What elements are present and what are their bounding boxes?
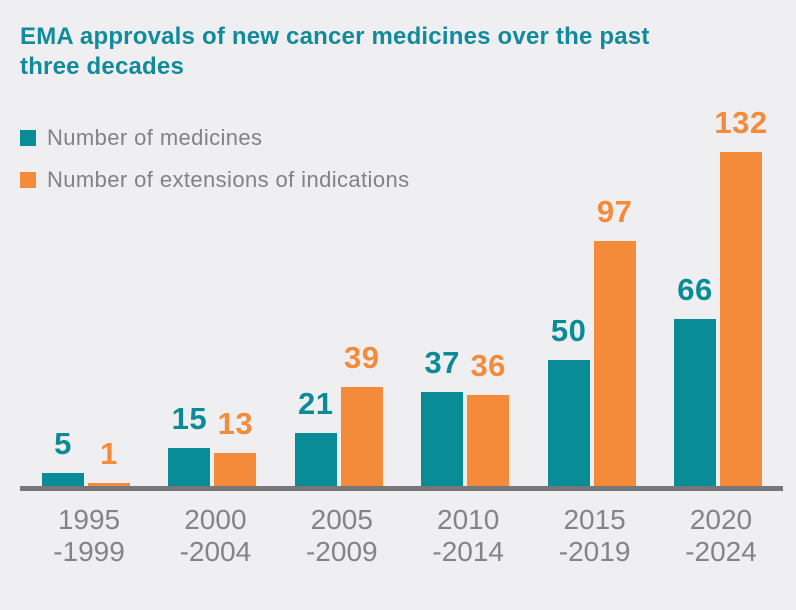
bar-extensions (88, 483, 130, 486)
bar-medicines (674, 319, 716, 486)
legend-item-label: Number of extensions of indications (47, 167, 410, 192)
bar-medicines (42, 473, 84, 486)
bar-value-label: 66 (677, 272, 713, 307)
legend-item: Number of medicines (20, 123, 410, 152)
x-axis-label: 2020 -2024 (685, 504, 757, 567)
bar-extensions (467, 394, 510, 486)
x-axis-label: 2000 -2004 (179, 504, 252, 567)
bar-value-label: 37 (424, 345, 460, 381)
bar-value-label: 5 (54, 426, 72, 462)
bar-extensions (720, 152, 762, 486)
x-axis-label: 1995 -1999 (53, 504, 125, 567)
legend: Number of medicines Number of extensions … (20, 123, 410, 194)
legend-item-label: Number of medicines (47, 125, 263, 150)
bar-value-label: 50 (550, 312, 587, 348)
x-axis-label: 2010 -2014 (432, 504, 504, 567)
legend-swatch-icon (20, 171, 36, 188)
bar-value-label: 97 (596, 193, 633, 229)
bar-medicines (547, 359, 590, 486)
bar-value-label: 15 (171, 401, 208, 437)
bar-extensions (593, 240, 636, 486)
bar-extensions (214, 453, 257, 486)
bar-value-label: 1 (100, 436, 118, 472)
bar-value-label: 13 (217, 406, 254, 442)
chart-title: EMA approvals of new cancer medicines ov… (20, 23, 650, 80)
bar-medicines (421, 392, 464, 486)
bar-medicines (294, 432, 337, 486)
bar-value-label: 39 (344, 340, 380, 376)
bar-value-label: 132 (714, 105, 768, 140)
x-axis-label: 2015 -2019 (558, 504, 631, 567)
legend-item: Number of extensions of indications (20, 165, 410, 194)
bar-value-label: 21 (298, 385, 334, 421)
x-axis-line (20, 486, 783, 491)
x-axis-label: 2005 -2009 (305, 504, 378, 567)
bar-extensions (340, 387, 383, 486)
bar-medicines (168, 448, 211, 486)
bar-value-label: 36 (470, 347, 506, 383)
legend-swatch-icon (20, 129, 36, 146)
